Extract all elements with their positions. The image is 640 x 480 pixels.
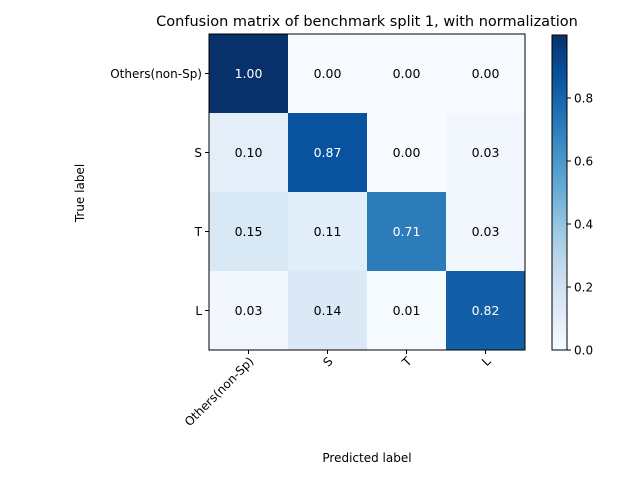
y-tick-label: L	[195, 304, 202, 318]
cell-value-label: 0.00	[472, 66, 500, 81]
heatmap-cell	[367, 271, 446, 350]
heatmap-cell	[288, 192, 367, 271]
cell-value-label: 0.11	[314, 224, 342, 239]
matrix-grid: 1.00 0.00 0.00 0.00 0.10 0.87 0.00 0.03 0.15 0.11…	[208, 33, 526, 351]
heatmap-cell	[209, 192, 288, 271]
heatmap-cell	[367, 34, 446, 113]
colorbar-tick-label: 0.0	[574, 344, 593, 358]
heatmap-cell	[367, 192, 446, 271]
heatmap-cell	[209, 34, 288, 113]
x-tick-label: Others(non-Sp)	[182, 354, 257, 429]
y-axis-label: True label	[73, 164, 87, 223]
y-tick-label: Others(non-Sp)	[110, 67, 202, 81]
cell-value-label: 0.15	[235, 224, 263, 239]
heatmap-cell	[446, 34, 525, 113]
cell-value-label: 0.03	[235, 303, 263, 318]
cell-value-label: 0.03	[472, 145, 500, 160]
heatmap-cell	[446, 113, 525, 192]
cell-value-label: 0.14	[314, 303, 342, 318]
heatmap-cell	[288, 34, 367, 113]
colorbar-tick-label: 0.4	[574, 218, 593, 232]
y-tick-labels: Others(non-Sp) S T L	[110, 67, 209, 318]
x-tick-label: L	[479, 354, 494, 369]
heatmap-cell	[367, 113, 446, 192]
heatmap-cell	[446, 271, 525, 350]
colorbar-fill	[551, 34, 568, 351]
x-tick-label: T	[399, 354, 415, 370]
cell-value-label: 0.01	[393, 303, 421, 318]
cell-value-label: 0.10	[235, 145, 263, 160]
x-axis-label: Predicted label	[322, 451, 411, 465]
heatmap-cell	[209, 113, 288, 192]
colorbar-tick-label: 0.8	[574, 92, 593, 106]
colorbar-tick-label: 0.6	[574, 155, 593, 169]
heatmap-cell	[209, 271, 288, 350]
cell-value-label: 0.03	[472, 224, 500, 239]
matrix-frame	[208, 33, 526, 351]
colorbar-tick-label: 0.2	[574, 281, 593, 295]
cell-value-label: 0.87	[314, 145, 342, 160]
cell-value-label: 0.00	[393, 66, 421, 81]
heatmap-cell	[446, 192, 525, 271]
cell-value-label: 0.00	[393, 145, 421, 160]
cell-value-label: 1.00	[235, 66, 263, 81]
heatmap-cell	[288, 271, 367, 350]
colorbar: 0.0 0.2 0.4 0.6 0.8	[551, 34, 593, 358]
chart-title: Confusion matrix of benchmark split 1, w…	[156, 14, 578, 30]
heatmap-cell	[288, 113, 367, 192]
y-tick-label: S	[194, 146, 202, 160]
x-tick-labels: Others(non-Sp) S T L	[182, 350, 494, 429]
cell-value-label: 0.00	[314, 66, 342, 81]
cell-value-label: 0.71	[393, 224, 421, 239]
x-tick-label: S	[320, 354, 335, 369]
cell-value-label: 0.82	[472, 303, 500, 318]
y-tick-label: T	[194, 225, 203, 239]
